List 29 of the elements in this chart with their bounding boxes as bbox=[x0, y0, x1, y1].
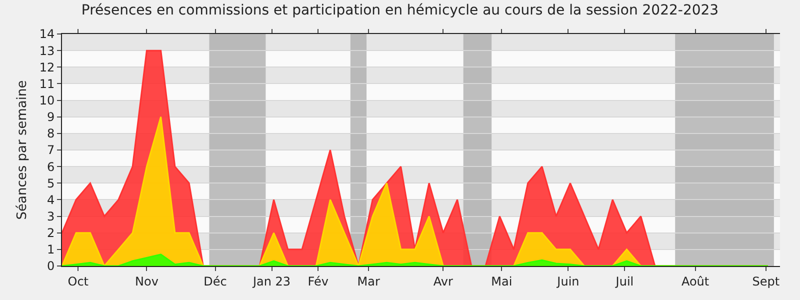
y-tick-label: 14 bbox=[39, 27, 55, 42]
x-tick-label: Juin bbox=[556, 274, 580, 288]
y-tick-label: 8 bbox=[46, 126, 55, 141]
x-tick-label: Oct bbox=[68, 274, 89, 288]
x-tick-label: Déc bbox=[204, 274, 227, 288]
y-tick-label: 6 bbox=[46, 160, 55, 174]
x-tick-label: Mar bbox=[357, 274, 380, 288]
x-tick-label: Sept bbox=[752, 274, 780, 288]
x-tick-label: Mai bbox=[491, 274, 512, 288]
y-tick-label: 10 bbox=[39, 93, 55, 108]
y-tick-label: 9 bbox=[46, 110, 55, 124]
y-tick-label: 5 bbox=[46, 176, 55, 190]
x-tick-label: Jan 23 bbox=[252, 274, 291, 288]
y-tick-label: 13 bbox=[39, 44, 55, 58]
y-tick-label: 1 bbox=[46, 242, 55, 257]
x-tick-label: Août bbox=[681, 274, 710, 288]
x-tick-label: Avr bbox=[433, 274, 454, 288]
x-tick-label: Nov bbox=[135, 274, 158, 288]
y-tick-label: 0 bbox=[46, 259, 55, 274]
y-tick-label: 4 bbox=[46, 192, 55, 207]
y-tick-label: 7 bbox=[46, 143, 55, 158]
y-tick-label: 11 bbox=[39, 76, 55, 91]
y-tick-label: 12 bbox=[39, 60, 55, 74]
x-tick-label: Juil bbox=[614, 274, 634, 288]
x-tick-label: Fév bbox=[308, 274, 329, 288]
chart-title: Présences en commissions et participation en hémicycle au cours de la session 2022-2023 bbox=[81, 2, 719, 18]
y-axis-title: Séances par semaine bbox=[15, 80, 30, 220]
y-tick-label: 2 bbox=[46, 226, 55, 240]
y-tick-label: 3 bbox=[46, 209, 55, 224]
